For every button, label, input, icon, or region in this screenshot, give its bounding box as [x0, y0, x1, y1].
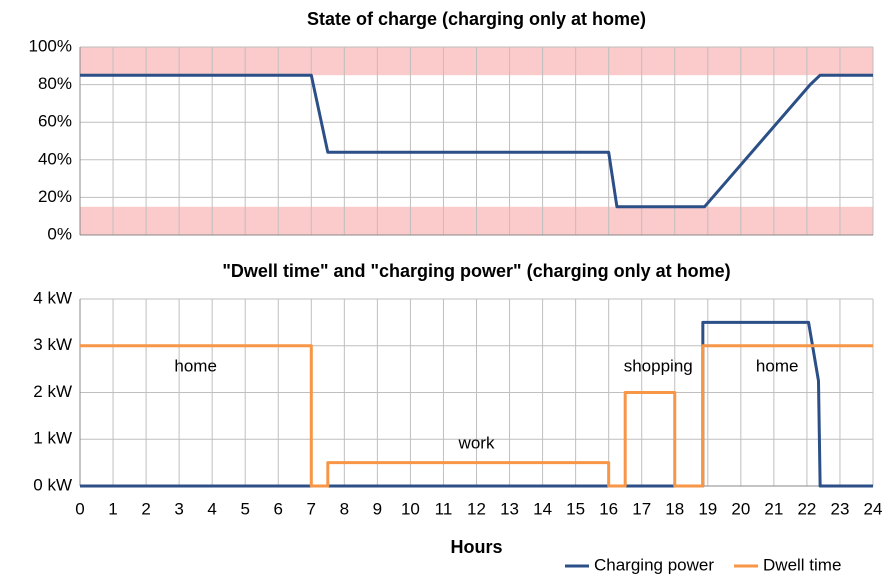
y-tick-label: 0 kW [33, 475, 72, 494]
x-tick-label: 0 [75, 499, 84, 518]
annotation: shopping [624, 356, 693, 375]
x-tick-label: 19 [698, 499, 717, 518]
y-tick-label: 0% [47, 224, 72, 243]
x-tick-label: 13 [500, 499, 519, 518]
x-tick-label: 4 [207, 499, 216, 518]
x-tick-label: 11 [435, 499, 453, 518]
x-tick-label: 24 [864, 499, 883, 518]
chart-title: State of charge (charging only at home) [307, 9, 646, 29]
x-tick-label: 6 [274, 499, 283, 518]
series-line [80, 73, 873, 209]
legend-label: Charging power [594, 555, 714, 574]
x-tick-label: 9 [373, 499, 382, 518]
chart-title: "Dwell time" and "charging power" (charg… [222, 261, 730, 281]
x-tick-label: 15 [566, 499, 585, 518]
y-tick-label: 100% [29, 36, 72, 55]
y-tick-label: 3 kW [33, 335, 72, 354]
x-tick-label: 17 [632, 499, 651, 518]
legend-label: Dwell time [763, 555, 841, 574]
y-tick-label: 4 kW [33, 288, 72, 307]
y-tick-label: 40% [38, 149, 72, 168]
x-tick-label: 18 [665, 499, 684, 518]
x-axis-label: Hours [450, 537, 502, 557]
x-tick-label: 22 [797, 499, 816, 518]
y-tick-label: 2 kW [33, 382, 72, 401]
x-tick-label: 10 [401, 499, 420, 518]
x-tick-label: 20 [731, 499, 750, 518]
annotation: home [174, 356, 217, 375]
y-tick-label: 1 kW [33, 429, 72, 448]
x-tick-label: 16 [599, 499, 618, 518]
y-tick-label: 80% [38, 74, 72, 93]
x-tick-label: 7 [307, 499, 316, 518]
y-tick-label: 20% [38, 187, 72, 206]
x-tick-label: 1 [108, 499, 117, 518]
x-tick-label: 2 [141, 499, 150, 518]
x-tick-label: 14 [533, 499, 552, 518]
annotation: home [756, 356, 799, 375]
x-tick-label: 21 [764, 499, 783, 518]
series-line [80, 344, 873, 488]
x-tick-label: 8 [340, 499, 349, 518]
x-tick-label: 5 [240, 499, 249, 518]
annotation: work [458, 433, 495, 452]
y-tick-label: 60% [38, 112, 72, 131]
x-tick-label: 23 [830, 499, 849, 518]
x-tick-label: 12 [467, 499, 486, 518]
x-tick-label: 3 [174, 499, 183, 518]
